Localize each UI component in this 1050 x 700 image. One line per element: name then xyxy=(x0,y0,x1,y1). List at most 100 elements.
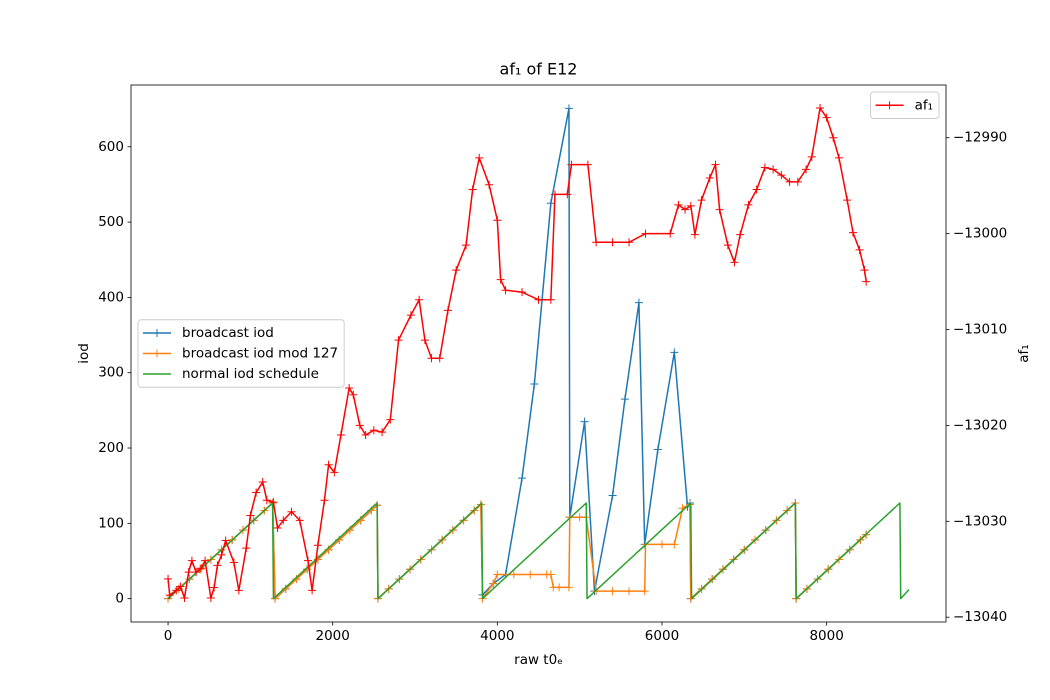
x-tick-label: 4000 xyxy=(480,628,514,644)
point-marker xyxy=(620,395,629,404)
x-tick-label: 6000 xyxy=(645,628,679,644)
point-marker xyxy=(287,507,296,516)
point-marker xyxy=(829,133,838,142)
point-marker xyxy=(406,311,415,320)
point-marker xyxy=(369,426,378,435)
point-marker xyxy=(271,594,280,603)
point-marker xyxy=(378,428,387,437)
y2-axis-label: af₁ xyxy=(1016,344,1032,362)
y-tick-label: 400 xyxy=(98,289,124,305)
point-marker xyxy=(705,174,714,183)
point-marker xyxy=(641,229,650,238)
point-marker xyxy=(313,541,322,550)
point-marker xyxy=(785,177,794,186)
point-marker xyxy=(744,200,753,209)
point-marker xyxy=(518,474,527,483)
point-marker xyxy=(567,160,576,169)
point-marker xyxy=(666,229,675,238)
point-marker xyxy=(855,245,864,254)
point-marker xyxy=(229,558,238,567)
x-tick-label: 0 xyxy=(164,628,173,644)
point-marker xyxy=(485,180,494,189)
point-marker xyxy=(303,556,312,565)
point-marker xyxy=(640,587,649,596)
point-marker xyxy=(697,196,706,205)
y-tick-label: 600 xyxy=(98,139,124,155)
y2-tick-label: −13040 xyxy=(953,609,1007,625)
point-marker xyxy=(201,556,210,565)
point-marker xyxy=(752,185,761,194)
point-marker xyxy=(634,298,643,307)
point-marker xyxy=(686,594,695,603)
point-marker xyxy=(279,516,288,525)
point-marker xyxy=(518,288,527,297)
legend-marker xyxy=(885,101,894,110)
point-marker xyxy=(361,431,370,440)
point-marker xyxy=(625,587,634,596)
point-marker xyxy=(686,201,695,210)
point-marker xyxy=(550,190,559,199)
point-marker xyxy=(187,556,196,565)
point-marker xyxy=(269,498,278,507)
point-marker xyxy=(210,583,219,592)
legend: af₁ xyxy=(870,91,940,119)
point-marker xyxy=(435,354,444,363)
point-marker xyxy=(546,295,555,304)
point-marker xyxy=(452,266,461,275)
point-marker xyxy=(349,390,358,399)
legend-marker xyxy=(153,349,161,358)
point-marker xyxy=(394,336,403,345)
point-marker xyxy=(295,516,304,525)
x-tick-label: 2000 xyxy=(316,628,350,644)
point-marker xyxy=(420,336,429,345)
y2-tick-label: −13020 xyxy=(953,417,1007,433)
point-marker xyxy=(736,230,745,239)
point-marker xyxy=(760,163,769,172)
y-tick-label: 500 xyxy=(98,214,124,230)
point-marker xyxy=(526,570,535,579)
point-marker xyxy=(564,583,573,592)
point-marker xyxy=(834,153,843,162)
point-marker xyxy=(234,586,243,595)
point-marker xyxy=(608,491,617,500)
point-marker xyxy=(653,445,662,454)
point-marker xyxy=(184,568,193,577)
plot-area xyxy=(164,104,910,603)
y-tick-label: 100 xyxy=(98,515,124,531)
point-marker xyxy=(206,594,215,603)
point-marker xyxy=(555,583,564,592)
point-marker xyxy=(180,594,189,603)
series-line xyxy=(167,502,910,600)
point-marker xyxy=(608,587,617,596)
point-marker xyxy=(176,582,185,591)
point-marker xyxy=(213,561,222,570)
point-marker xyxy=(345,384,354,393)
point-marker xyxy=(723,241,732,250)
point-marker xyxy=(164,594,173,603)
point-marker xyxy=(246,511,255,520)
point-marker xyxy=(862,277,871,286)
y2-tick-label: −12990 xyxy=(953,130,1007,146)
point-marker xyxy=(769,165,778,174)
point-marker xyxy=(715,205,724,214)
point-marker xyxy=(564,104,573,113)
legend: broadcast iod broadcast iod mod 127 normal… xyxy=(137,319,345,388)
axes-frame xyxy=(130,84,947,623)
x-axis-label: raw t0ₑ xyxy=(514,652,563,668)
point-marker xyxy=(192,568,201,577)
legend-box xyxy=(870,91,940,119)
point-marker xyxy=(427,354,436,363)
y2-tick-label: −13030 xyxy=(953,513,1007,529)
y-tick-label: 300 xyxy=(98,365,124,381)
point-marker xyxy=(681,205,690,214)
point-marker xyxy=(386,415,395,424)
point-marker xyxy=(670,540,679,549)
y-tick-label: 0 xyxy=(115,591,124,607)
legend-label: broadcast iod xyxy=(182,325,274,341)
legend-label: broadcast iod mod 127 xyxy=(182,346,338,362)
y-axis-label: iod xyxy=(76,343,92,364)
point-marker xyxy=(690,230,699,239)
point-marker xyxy=(336,431,345,440)
point-marker xyxy=(583,160,592,169)
